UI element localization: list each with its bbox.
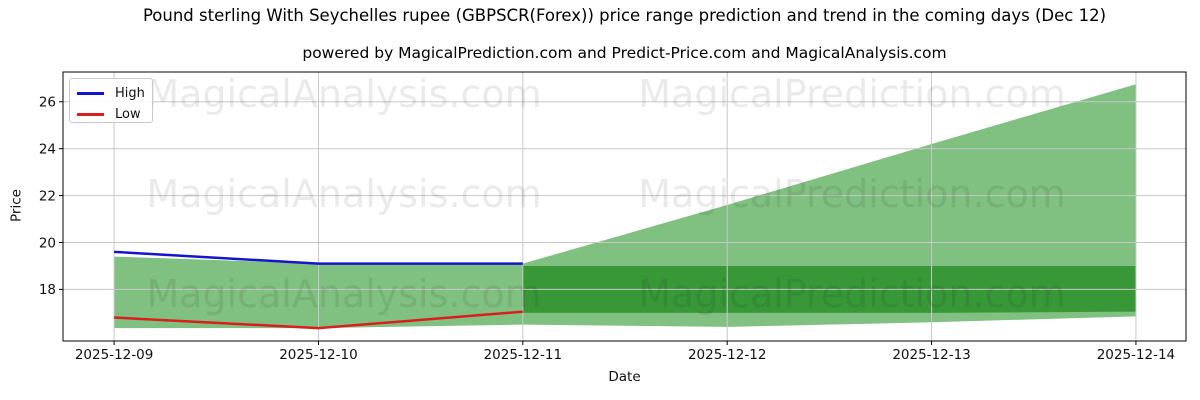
tick-marks bbox=[59, 101, 1137, 345]
y-tick-label: 22 bbox=[39, 188, 56, 204]
gridlines bbox=[63, 72, 1186, 341]
watermark-text-right: MagicalPrediction.com bbox=[638, 272, 1066, 316]
legend-label-low: Low bbox=[115, 106, 141, 122]
low-line-swatch bbox=[77, 112, 104, 116]
watermarks: MagicalAnalysis.com MagicalPrediction.com… bbox=[146, 72, 1065, 316]
high-line bbox=[114, 250, 523, 265]
y-tick-label: 26 bbox=[39, 95, 56, 111]
x-tick-label: 2025-12-10 bbox=[279, 347, 357, 363]
x-tick-label: 2025-12-09 bbox=[75, 347, 153, 363]
y-axis-label: Price bbox=[8, 189, 25, 222]
watermark-text-left: MagicalAnalysis.com bbox=[146, 72, 541, 116]
x-tick-label: 2025-12-11 bbox=[484, 347, 562, 363]
y-tick-label: 18 bbox=[39, 282, 56, 298]
low-line bbox=[114, 310, 523, 330]
x-tick-label: 2025-12-14 bbox=[1097, 347, 1175, 363]
plot-border bbox=[62, 71, 1187, 342]
tick-labels: 2025-12-09 2025-12-10 2025-12-11 2025-12-12… bbox=[39, 95, 1175, 363]
legend-item-low: Low bbox=[77, 106, 152, 122]
chart-title: Pound sterling With Seychelles rupee (GB… bbox=[142, 6, 1107, 25]
watermark-text-right: MagicalPrediction.com bbox=[638, 72, 1066, 116]
legend: High Low bbox=[69, 78, 153, 123]
high-line-swatch bbox=[77, 91, 104, 95]
y-tick-label: 20 bbox=[39, 235, 56, 251]
watermark-text-left: MagicalAnalysis.com bbox=[146, 272, 541, 316]
legend-item-high: High bbox=[77, 85, 152, 101]
watermark-text-right: MagicalPrediction.com bbox=[638, 172, 1066, 216]
watermark-text-left: MagicalAnalysis.com bbox=[146, 172, 541, 216]
x-tick-label: 2025-12-12 bbox=[688, 347, 766, 363]
legend-label-high: High bbox=[115, 85, 145, 101]
series-lines bbox=[114, 250, 523, 330]
x-axis-label: Date bbox=[608, 369, 641, 385]
chart-subtitle: powered by MagicalPrediction.com and Pre… bbox=[302, 44, 947, 62]
y-tick-label: 24 bbox=[39, 141, 56, 157]
x-tick-label: 2025-12-13 bbox=[892, 347, 970, 363]
